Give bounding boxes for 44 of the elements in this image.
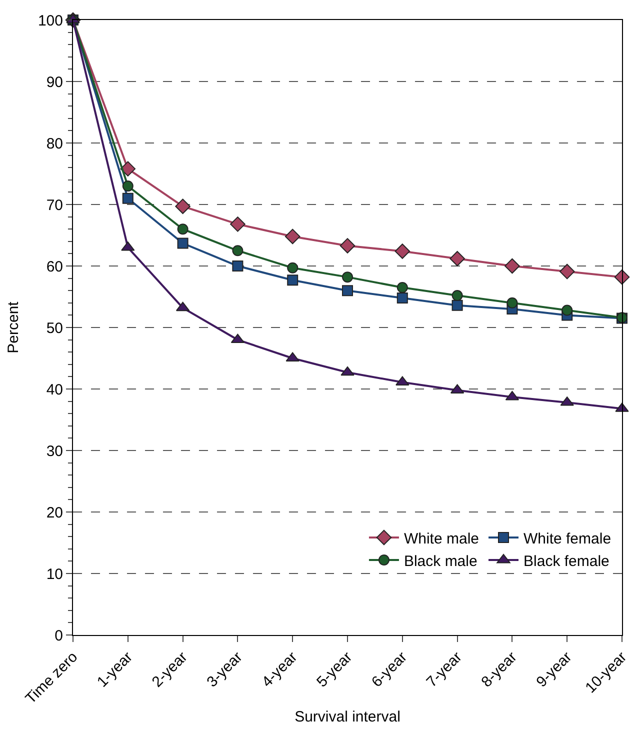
point: [396, 292, 408, 304]
point: [394, 244, 410, 259]
point: [342, 285, 353, 296]
point: [232, 245, 244, 256]
legend-label: White female: [524, 530, 612, 548]
legend-label: White male: [404, 530, 479, 548]
point: [504, 258, 520, 274]
point: [175, 198, 190, 214]
x-axis-title: Survival interval: [294, 708, 400, 726]
point: [120, 161, 136, 176]
point: [177, 238, 188, 249]
legend-label: Black male: [404, 552, 478, 570]
point: [559, 264, 575, 280]
y-tick-label: 0: [54, 627, 63, 644]
y-tick-label: 100: [38, 12, 63, 30]
point: [122, 192, 134, 204]
y-axis-title: Percent: [5, 300, 22, 354]
point: [562, 304, 573, 316]
y-tick-label: 40: [46, 381, 63, 398]
point: [340, 238, 356, 254]
point: [452, 290, 463, 302]
point: [287, 262, 298, 274]
point: [506, 297, 518, 308]
point: [232, 260, 244, 272]
point: [342, 272, 353, 283]
point: [122, 180, 134, 192]
y-tick-label: 50: [46, 320, 63, 337]
y-tick-label: 80: [46, 135, 63, 152]
point: [287, 274, 298, 286]
point: [284, 228, 300, 244]
y-tick-label: 20: [46, 504, 63, 522]
point: [177, 224, 188, 235]
legend-label: Black female: [524, 552, 610, 570]
point: [452, 300, 463, 311]
point: [340, 366, 354, 376]
y-tick-label: 10: [46, 566, 63, 583]
x-tick-label: Time zero: [22, 648, 82, 708]
y-tick-label: 60: [46, 258, 63, 276]
y-tick-label: 30: [46, 442, 63, 460]
point: [396, 282, 408, 294]
y-tick-label: 70: [46, 196, 63, 214]
point: [230, 216, 246, 232]
point: [450, 250, 465, 266]
y-tick-label: 90: [46, 74, 63, 91]
